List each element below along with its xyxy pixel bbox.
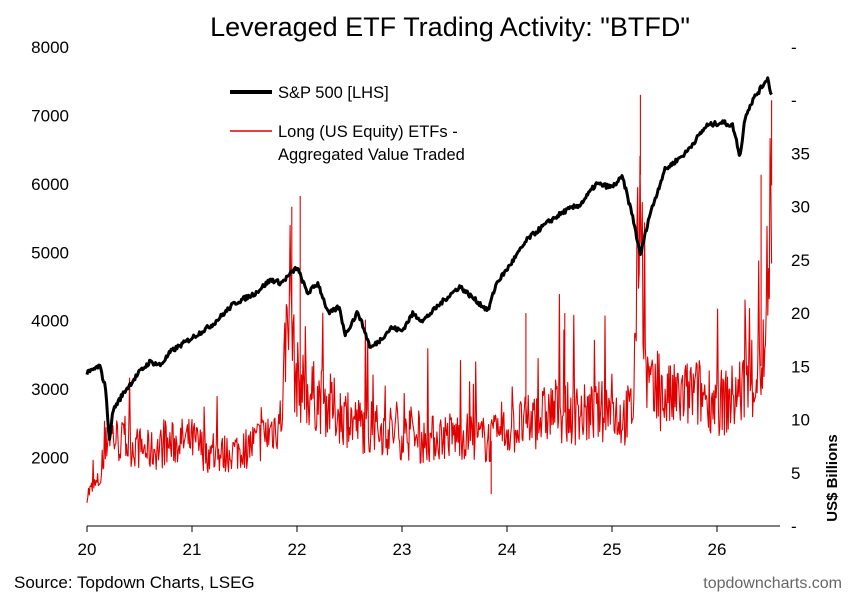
left-tick-label: 3000 [31, 380, 69, 399]
left-tick-label: 2000 [31, 449, 69, 468]
right-tick-label: - [791, 38, 797, 57]
series-line-etf [86, 94, 773, 503]
x-tick-label: 26 [708, 540, 727, 559]
legend: S&P 500 [LHS] Long (US Equity) ETFs -Agg… [230, 84, 465, 164]
right-tick-label: 10 [791, 411, 810, 430]
x-tick-label: 20 [78, 540, 97, 559]
x-axis: 20 21 22 23 24 25 26 [78, 525, 780, 559]
left-tick-label: 8000 [31, 38, 69, 57]
right-tick-label: 35 [791, 144, 810, 163]
right-axis-label: US$ Billions [824, 434, 841, 522]
series-line-sp500 [85, 76, 773, 441]
right-tick-label: 20 [791, 304, 810, 323]
x-tick-label: 21 [183, 540, 202, 559]
right-tick-label: 25 [791, 251, 810, 270]
right-tick-label: 30 [791, 198, 810, 217]
left-tick-label: 4000 [31, 312, 69, 331]
right-tick-label: - [791, 517, 797, 536]
right-tick-label: 15 [791, 357, 810, 376]
x-tick-label: 24 [498, 540, 517, 559]
x-tick-label: 23 [393, 540, 412, 559]
chart-title: Leveraged ETF Trading Activity: "BTFD" [210, 12, 690, 42]
x-tick-label: 22 [288, 540, 307, 559]
left-tick-label: 5000 [31, 243, 69, 262]
source-note: Source: Topdown Charts, LSEG [14, 573, 255, 592]
right-tick-label: 5 [791, 464, 800, 483]
right-axis: - 5 10 15 20 25 30 35 - - [791, 38, 810, 536]
left-tick-label: 7000 [31, 106, 69, 125]
x-tick-label: 25 [603, 540, 622, 559]
left-axis: 2000 3000 4000 5000 6000 7000 8000 [31, 38, 69, 468]
website-label: topdowncharts.com [703, 575, 842, 592]
plot-area [85, 76, 773, 503]
left-tick-label: 6000 [31, 175, 69, 194]
legend-label-sp500: S&P 500 [LHS] [278, 84, 389, 102]
right-tick-label: - [791, 91, 797, 110]
legend-label-etf: Long (US Equity) ETFs -Aggregated Value … [278, 123, 465, 164]
